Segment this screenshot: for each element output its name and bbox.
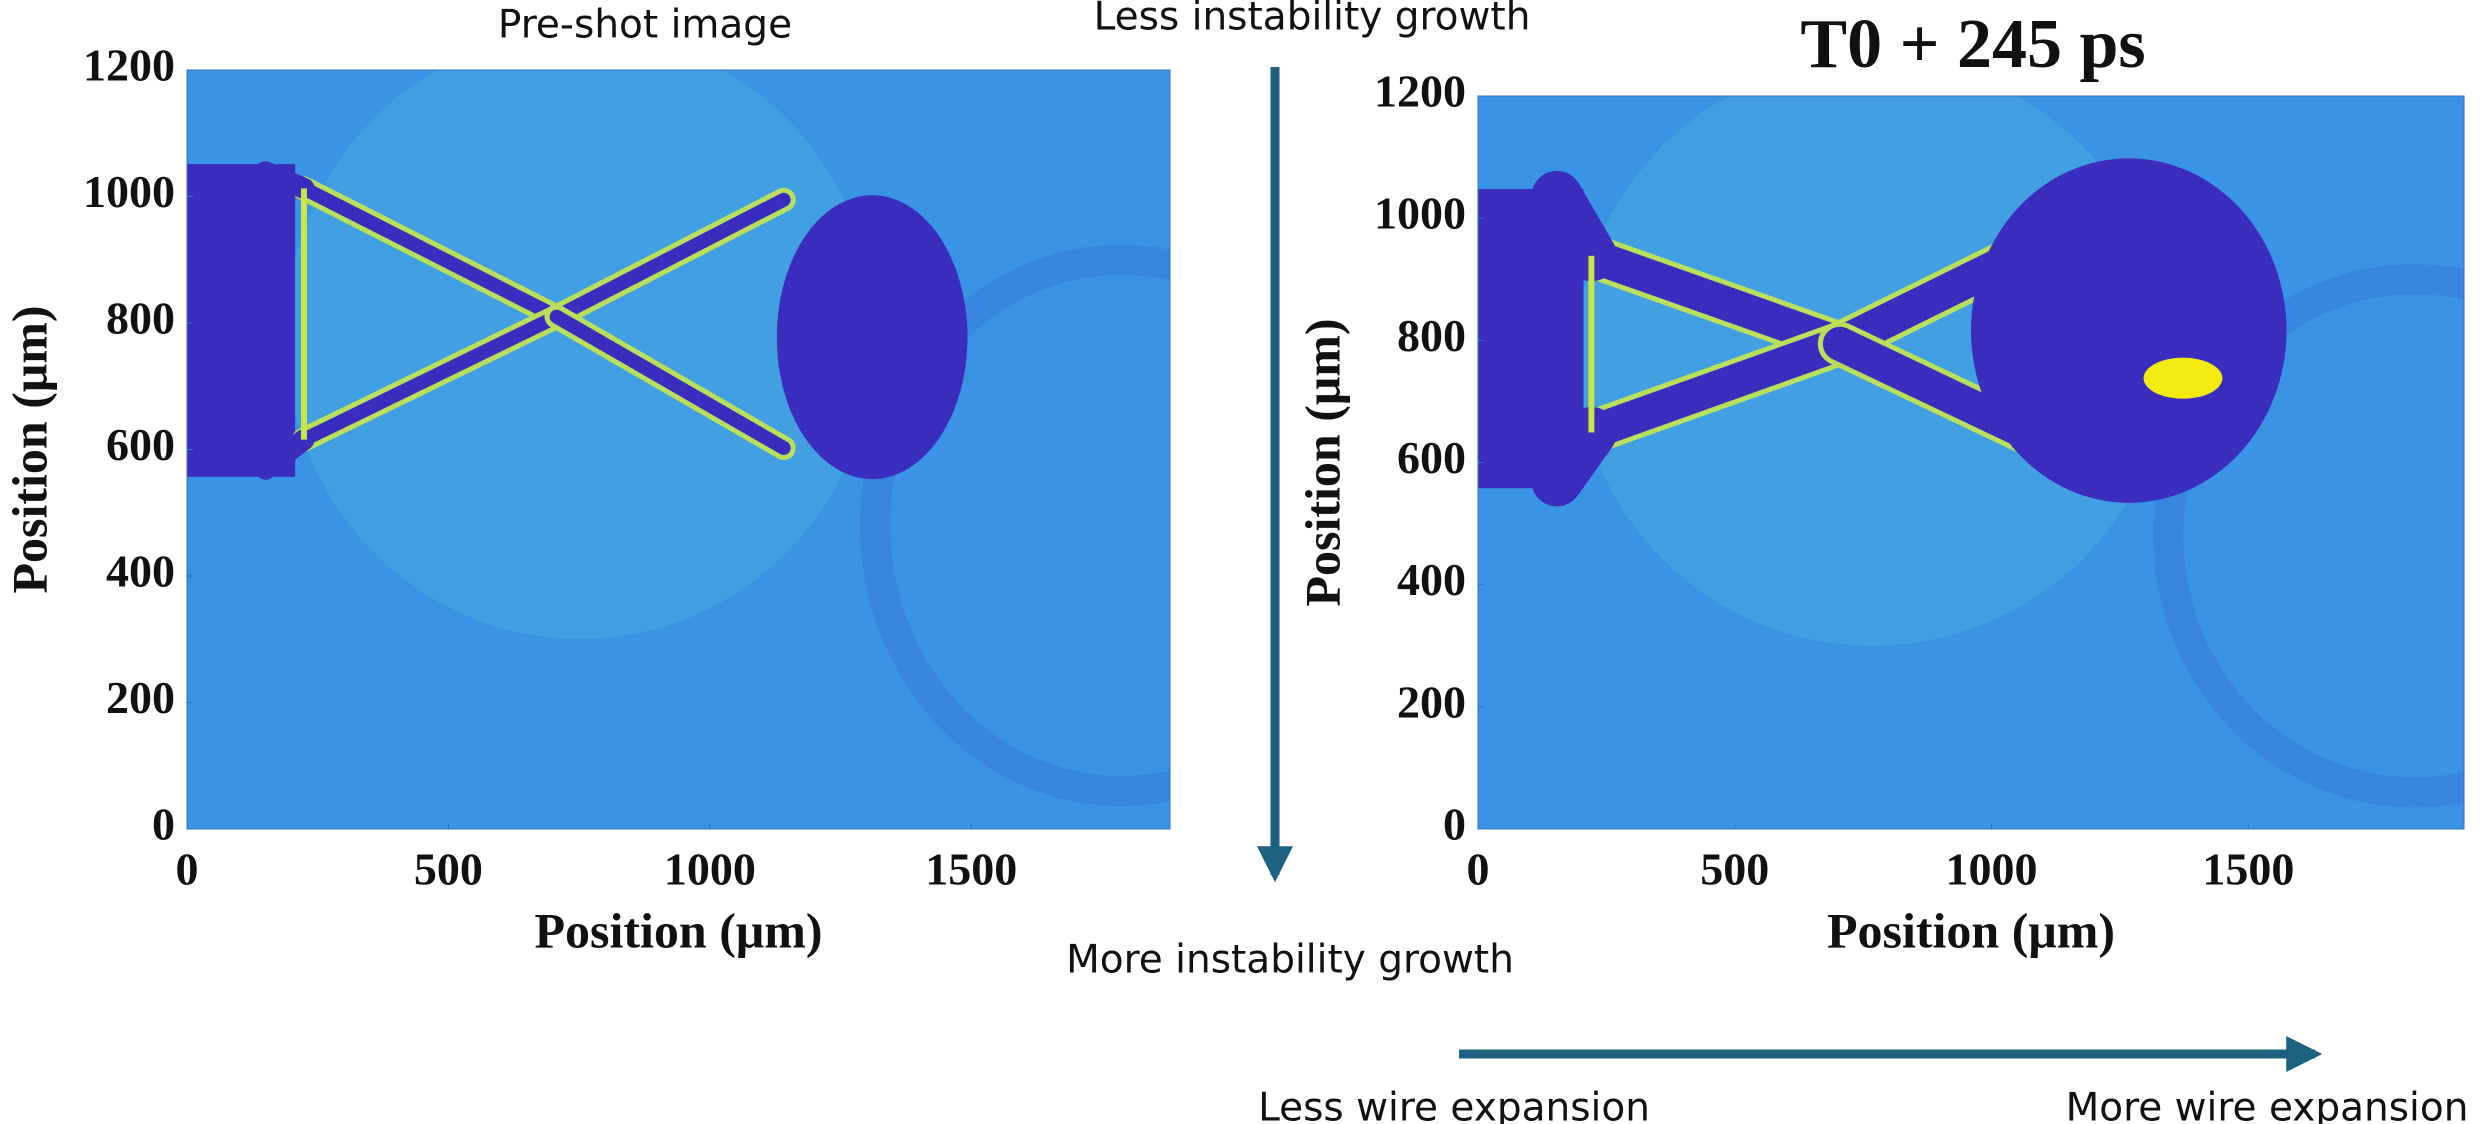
annotation: More wire expansion xyxy=(2066,1086,2469,1124)
wire xyxy=(296,309,564,447)
y-tick-label: 600 xyxy=(106,419,175,470)
y-tick-label: 200 xyxy=(106,672,175,723)
wire xyxy=(296,181,564,324)
x-tick-label: 1500 xyxy=(2202,844,2294,895)
x-axis-label: Position (μm) xyxy=(1827,902,2115,958)
y-tick-label: 400 xyxy=(1397,554,1466,605)
shadowgraph xyxy=(187,70,1170,829)
annotation: More instability growth xyxy=(1066,938,1514,983)
wire xyxy=(255,161,315,199)
y-tick-label: 0 xyxy=(1443,799,1466,850)
x-tick-label: 0 xyxy=(176,844,199,895)
wire xyxy=(549,192,791,324)
ring xyxy=(2153,264,2464,808)
y-tick-label: 800 xyxy=(1397,310,1466,361)
x-axis-label: Position (μm) xyxy=(534,902,822,958)
ring xyxy=(860,244,1170,806)
annotation: Less wire expansion xyxy=(1258,1086,1650,1124)
y-axis-label: Position (μm) xyxy=(1,305,57,593)
wire xyxy=(255,429,315,480)
y-axis-label: Position (μm) xyxy=(1294,318,1350,606)
y-tick-label: 200 xyxy=(1397,676,1466,727)
x-tick-label: 500 xyxy=(414,844,483,895)
wire xyxy=(1531,406,1617,507)
x-tick-label: 0 xyxy=(1467,844,1490,895)
y-tick-label: 1000 xyxy=(1374,188,1466,239)
wire-bulb xyxy=(1971,158,2287,503)
wire xyxy=(1574,326,1857,450)
shadowgraph xyxy=(1478,96,2464,829)
y-tick-label: 1200 xyxy=(1374,66,1466,117)
wire xyxy=(1531,170,1617,282)
x-tick-label: 1500 xyxy=(925,844,1017,895)
wire-end xyxy=(187,164,296,477)
y-tick-label: 0 xyxy=(152,799,175,850)
hot-spot xyxy=(2143,357,2223,399)
y-tick-label: 1000 xyxy=(83,166,175,217)
wire xyxy=(549,309,791,455)
wire xyxy=(1574,238,1857,361)
y-tick-label: 600 xyxy=(1397,432,1466,483)
chart-title: T0 + 245 ps xyxy=(1800,6,2145,83)
image-panel: 0 500 1000 1500 0 200 400 600 800 1000 1200 Positio… xyxy=(1294,6,2465,958)
glow xyxy=(285,70,876,640)
chart-title: Pre-shot image xyxy=(498,3,792,48)
annotation: Less instability growth xyxy=(1094,0,1531,40)
y-tick-label: 1200 xyxy=(83,40,175,91)
x-tick-label: 1000 xyxy=(664,844,756,895)
y-tick-label: 400 xyxy=(106,546,175,597)
image-panel: 0 500 1000 1500 0 200 400 600 800 1000 1200 Positio… xyxy=(1,3,1171,958)
x-tick-label: 500 xyxy=(1700,844,1769,895)
y-tick-label: 800 xyxy=(106,293,175,344)
x-tick-label: 1000 xyxy=(1946,844,2038,895)
wire-bulb xyxy=(776,195,968,480)
